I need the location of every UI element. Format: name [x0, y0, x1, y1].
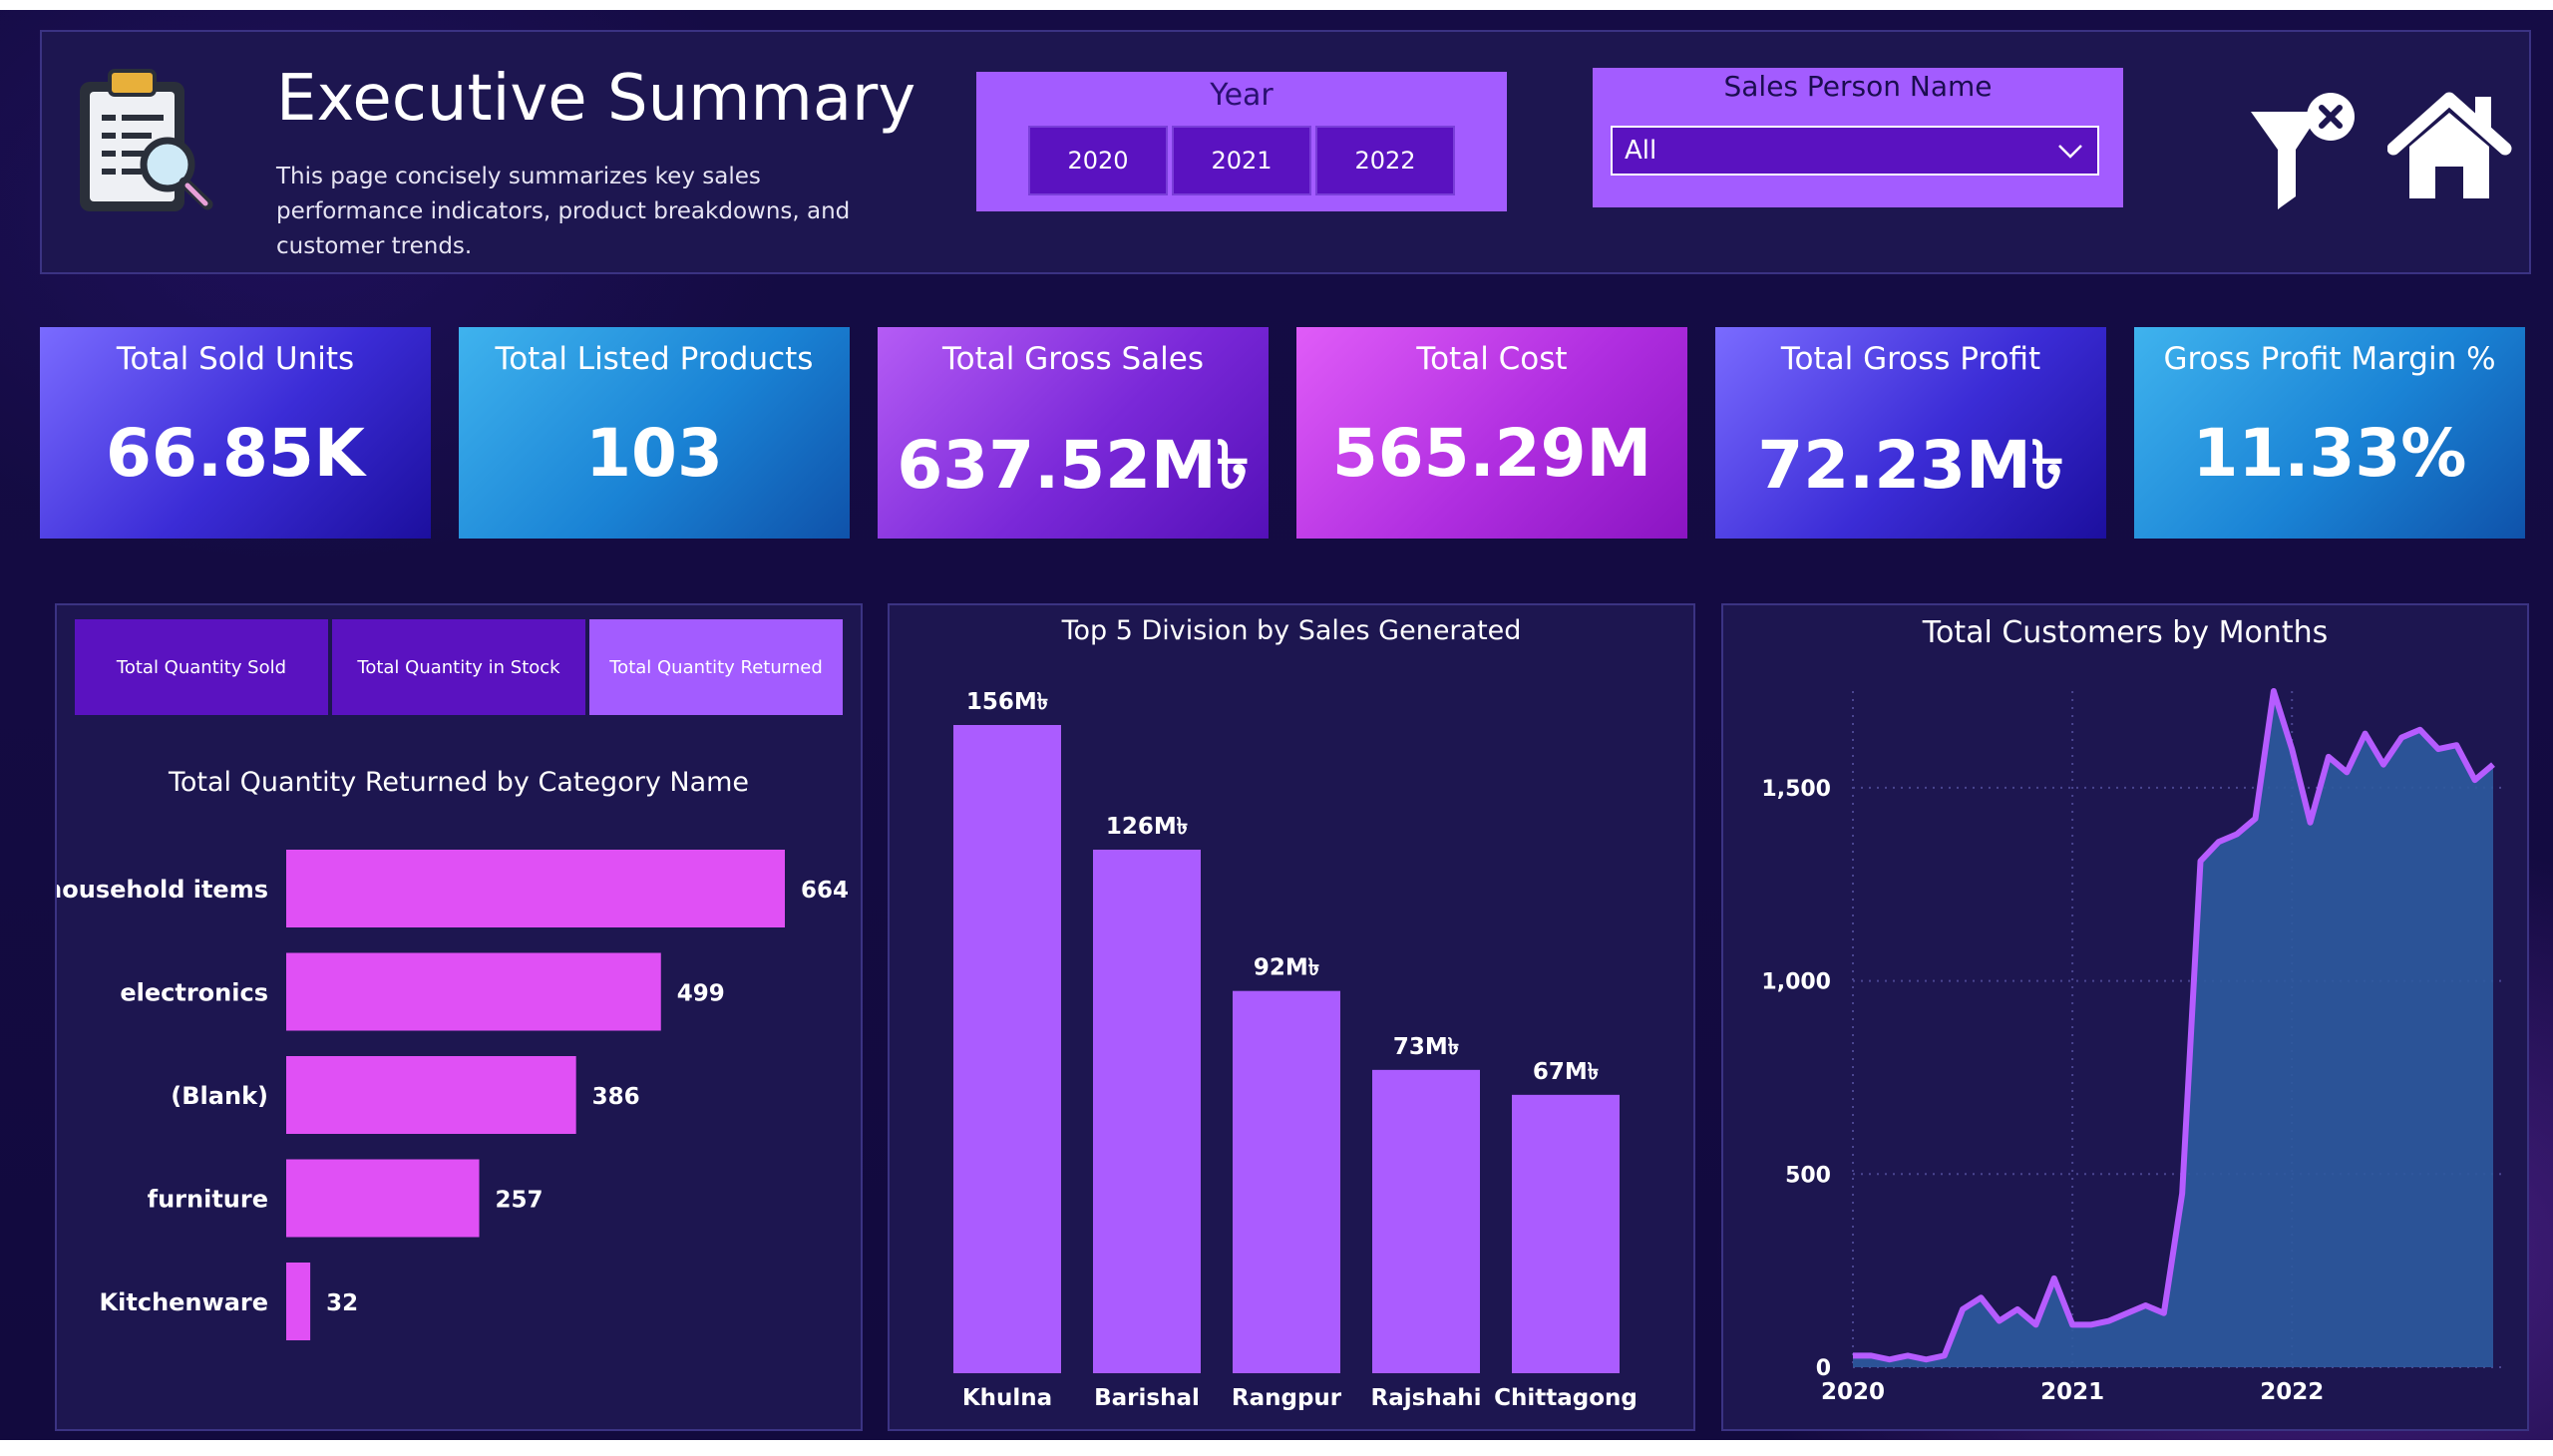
kpi-value: 66.85K [106, 415, 365, 492]
x-tick-label: 2022 [2260, 1379, 2324, 1405]
category-data-label: 386 [592, 1084, 640, 1110]
category-returns-panel: Total Quantity Sold Total Quantity in St… [55, 603, 863, 1431]
category-label: furniture [148, 1186, 268, 1214]
top-divisions-panel: Top 5 Division by Sales Generated 156M৳ K… [888, 603, 1695, 1431]
x-tick-label: 2020 [1821, 1379, 1885, 1405]
year-slicer: Year 2020 2021 2022 [976, 72, 1507, 211]
division-bar[interactable] [953, 725, 1061, 1373]
division-bar[interactable] [1512, 1094, 1620, 1373]
kpi-value: 11.33% [2192, 415, 2467, 492]
kpi-label: Total Gross Sales [942, 341, 1204, 377]
division-data-label: 126M৳ [1106, 814, 1188, 840]
top-divisions-chart: 156M৳ Khulna 126M৳ Barishal 92M৳ Rangpur 73M৳ R… [953, 689, 1638, 1411]
customers-area [1853, 691, 2493, 1367]
kpi-card-gross-profit-margin: Gross Profit Margin % 11.33% [2134, 327, 2525, 539]
category-label: Kitchenware [100, 1288, 268, 1316]
header-panel: Executive Summary This page concisely su… [40, 30, 2531, 274]
y-tick-label: 500 [1785, 1163, 1831, 1188]
year-button-2021[interactable]: 2021 [1172, 126, 1311, 195]
chart-title-customers: Total Customers by Months [1922, 615, 2329, 650]
kpi-card-total-listed-products: Total Listed Products 103 [459, 327, 850, 539]
category-bar[interactable] [286, 1159, 480, 1238]
y-tick-label: 1,000 [1761, 970, 1831, 995]
division-data-label: 73M৳ [1393, 1034, 1459, 1060]
category-label: (Blank) [171, 1082, 268, 1110]
category-bar[interactable] [286, 850, 785, 927]
division-label: Khulna [962, 1385, 1052, 1411]
toggle-total-quantity-returned[interactable]: Total Quantity Returned [589, 619, 843, 715]
page-description: This page concisely summarizes key sales… [276, 164, 851, 259]
category-label: household items [57, 876, 268, 904]
x-tick-label: 2021 [2040, 1379, 2104, 1405]
sales-person-slicer-title: Sales Person Name [1723, 70, 1993, 103]
customers-by-month-panel: Total Customers by Months 0 500 1,000 1,500… [1721, 603, 2529, 1431]
division-data-label: 67M৳ [1533, 1059, 1599, 1085]
division-label: Barishal [1094, 1385, 1200, 1411]
kpi-label: Total Cost [1416, 341, 1568, 377]
category-bar[interactable] [286, 952, 661, 1031]
division-data-label: 156M৳ [966, 689, 1048, 715]
division-bar[interactable] [1233, 990, 1340, 1373]
category-returns-chart: household items 664 electronics 499 (Blank) 3… [57, 850, 849, 1340]
year-slicer-title: Year [1210, 78, 1274, 113]
division-bar[interactable] [1372, 1069, 1480, 1373]
customers-area-chart: 0 500 1,000 1,500 2020 2021 2022 [1761, 688, 2503, 1405]
y-tick-label: 0 [1816, 1356, 1831, 1381]
category-data-label: 499 [677, 981, 725, 1007]
division-bar[interactable] [1093, 850, 1201, 1373]
kpi-card-total-gross-profit: Total Gross Profit 72.23M৳ [1715, 327, 2106, 539]
chevron-down-icon [2058, 145, 2082, 159]
year-button-2020[interactable]: 2020 [1028, 126, 1168, 195]
category-data-label: 664 [801, 878, 849, 904]
clear-filter-icon[interactable] [2246, 92, 2366, 221]
category-bar[interactable] [286, 1263, 311, 1340]
kpi-card-total-gross-sales: Total Gross Sales 637.52M৳ [878, 327, 1269, 539]
toggle-total-quantity-sold[interactable]: Total Quantity Sold [75, 619, 328, 715]
kpi-value: 637.52M৳ [897, 427, 1250, 504]
kpi-label: Gross Profit Margin % [2163, 341, 2496, 377]
customers-line[interactable] [1853, 688, 2495, 1363]
kpi-label: Total Sold Units [116, 341, 355, 377]
page-title: Executive Summary [276, 62, 916, 136]
kpi-label: Total Listed Products [495, 341, 814, 377]
sales-person-slicer: Sales Person Name All [1593, 68, 2123, 207]
category-data-label: 257 [496, 1188, 544, 1214]
division-label: Rangpur [1232, 1385, 1342, 1411]
kpi-value: 72.23M৳ [1757, 427, 2064, 504]
category-label: electronics [120, 979, 268, 1007]
kpi-card-total-cost: Total Cost 565.29M [1296, 327, 1687, 539]
sales-person-dropdown[interactable]: All [1611, 126, 2099, 176]
chart-title-top-divisions: Top 5 Division by Sales Generated [1061, 615, 1522, 646]
category-bar[interactable] [286, 1056, 576, 1134]
home-icon[interactable] [2387, 87, 2512, 211]
chart-title-category-returns: Total Quantity Returned by Category Name [168, 767, 750, 798]
clipboard-magnifier-icon [80, 69, 213, 211]
toggle-total-quantity-in-stock[interactable]: Total Quantity in Stock [332, 619, 585, 715]
kpi-label: Total Gross Profit [1780, 341, 2041, 377]
division-label: Rajshahi [1371, 1385, 1482, 1411]
sales-person-selected-value: All [1625, 136, 1657, 166]
y-tick-label: 1,500 [1761, 777, 1831, 802]
category-data-label: 32 [326, 1290, 358, 1316]
dashboard-canvas: Executive Summary This page concisely su… [0, 10, 2553, 1440]
division-label: Chittagong [1494, 1385, 1638, 1411]
kpi-value: 103 [585, 415, 723, 492]
kpi-value: 565.29M [1331, 415, 1652, 492]
division-data-label: 92M৳ [1254, 955, 1319, 981]
kpi-card-total-sold-units: Total Sold Units 66.85K [40, 327, 431, 539]
year-button-2022[interactable]: 2022 [1315, 126, 1455, 195]
